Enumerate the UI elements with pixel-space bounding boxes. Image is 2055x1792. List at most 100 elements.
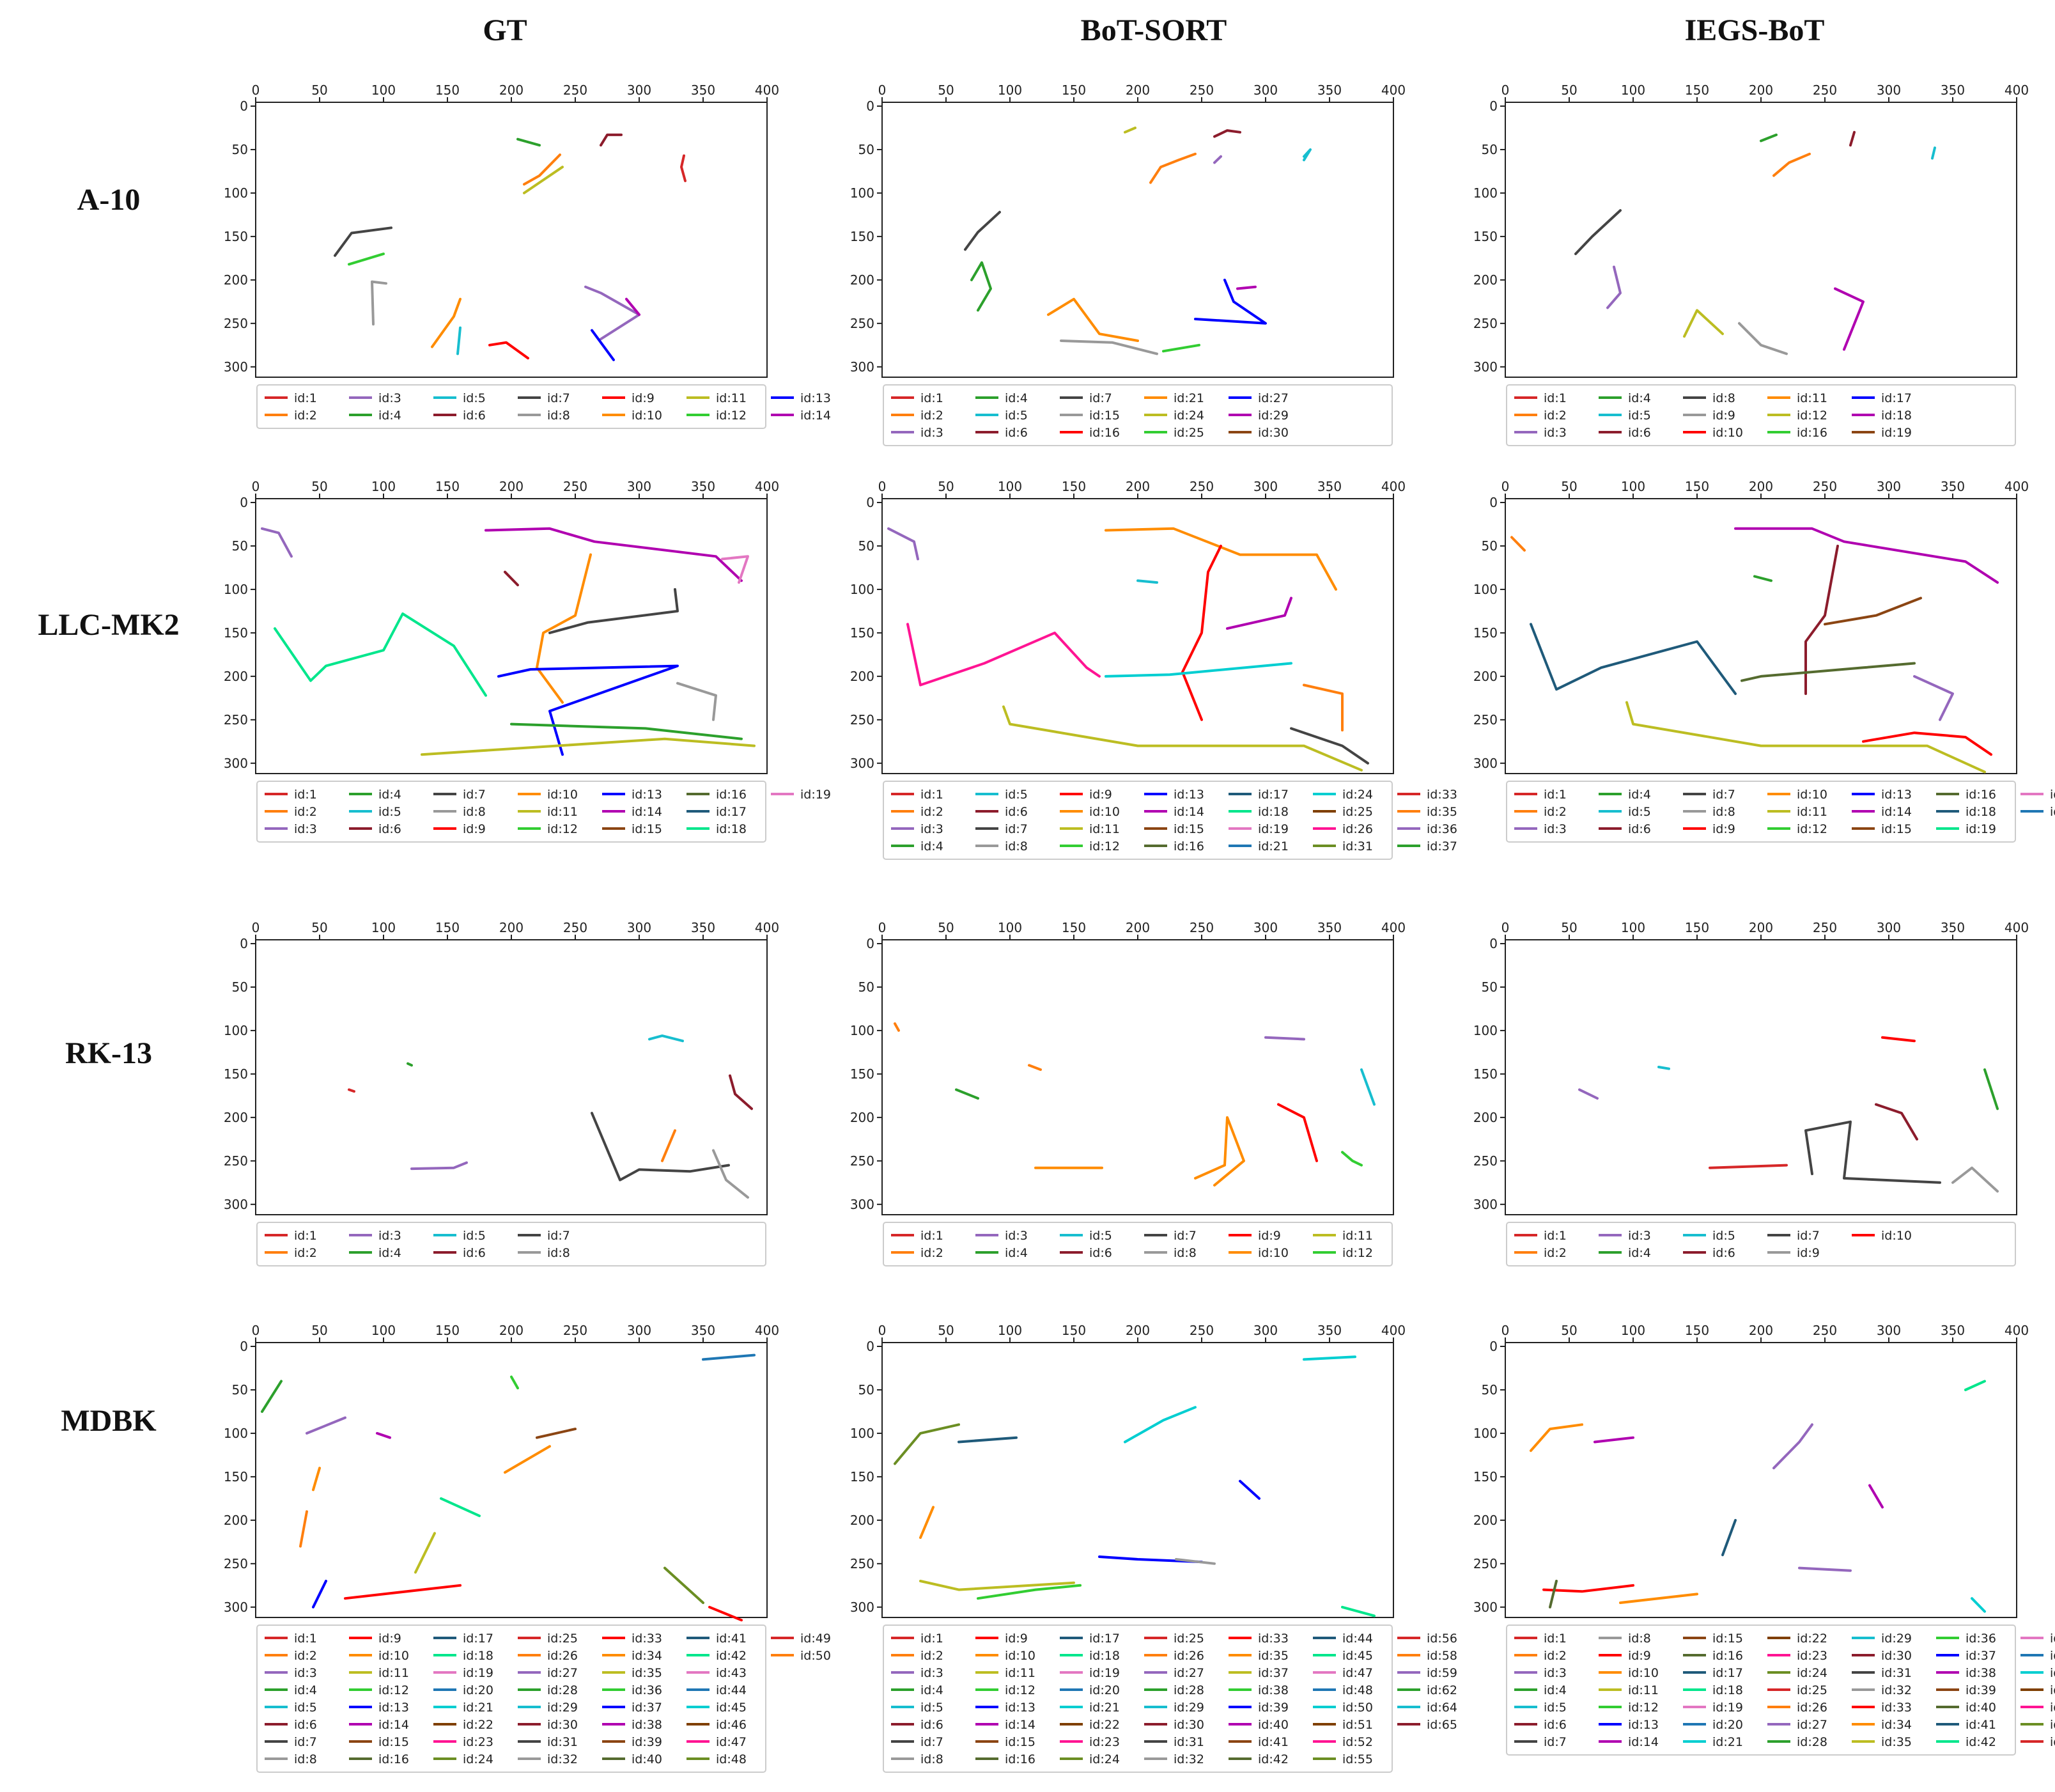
legend-label: id:16 xyxy=(1005,1752,1035,1766)
x-tick-label: 300 xyxy=(627,82,651,98)
x-tick-label: 200 xyxy=(499,479,523,494)
legend-label: id:55 xyxy=(1342,1752,1373,1766)
x-tick-label: 300 xyxy=(1253,920,1278,935)
legend-label: id:10 xyxy=(632,409,662,423)
x-tick-label: 400 xyxy=(2005,479,2029,494)
x-tick-label: 400 xyxy=(755,1323,779,1338)
legend-label: id:18 xyxy=(1881,409,1912,423)
legend-label: id:16 xyxy=(378,1752,409,1766)
trajectory-line xyxy=(1709,1164,1788,1169)
y-tick-label: 300 xyxy=(224,1197,248,1212)
legend-label: id:5 xyxy=(920,1701,943,1715)
legend-label: id:31 xyxy=(1342,839,1373,853)
legend-label: id:7 xyxy=(1174,1229,1197,1243)
y-tick-label: 0 xyxy=(1489,1339,1498,1354)
legend-label: id:6 xyxy=(1712,1246,1735,1260)
legend-label: id:8 xyxy=(294,1752,317,1766)
legend-label: id:22 xyxy=(2050,805,2055,819)
legend-label: id:24 xyxy=(1342,788,1373,802)
legend-label: id:2 xyxy=(1544,805,1567,819)
trajectory-line xyxy=(1913,674,1954,721)
y-tick-label: 50 xyxy=(1482,142,1498,157)
plot-frame xyxy=(1505,1342,2017,1618)
y-tick-label: 250 xyxy=(1473,1153,1498,1169)
legend-label: id:45 xyxy=(2050,1666,2055,1680)
legend-label: id:11 xyxy=(378,1666,409,1680)
x-tick-label: 150 xyxy=(1062,1323,1086,1338)
x-tick-label: 400 xyxy=(755,479,779,494)
x-tick-label: 50 xyxy=(311,82,327,98)
x-tick-label: 250 xyxy=(1190,479,1214,494)
x-tick-label: 50 xyxy=(1561,479,1577,494)
trajectory-line xyxy=(1606,265,1622,309)
x-tick-label: 250 xyxy=(1813,82,1837,98)
legend-label: id:4 xyxy=(920,839,943,853)
x-tick-label: 400 xyxy=(2005,920,2029,935)
x-tick-label: 250 xyxy=(1813,1323,1837,1338)
legend-label: id:50 xyxy=(1342,1701,1373,1715)
legend-label: id:18 xyxy=(1966,805,1996,819)
y-tick-label: 100 xyxy=(850,185,874,201)
x-tick-label: 50 xyxy=(311,920,327,935)
legend-label: id:8 xyxy=(1628,1632,1651,1646)
plot-frame xyxy=(255,102,768,378)
x-tick-label: 100 xyxy=(998,1323,1022,1338)
y-tick-label: 50 xyxy=(858,979,874,995)
legend-label: id:25 xyxy=(1797,1683,1827,1697)
legend-label: id:5 xyxy=(1628,805,1651,819)
x-tick-label: 150 xyxy=(435,82,460,98)
y-tick-label: 50 xyxy=(232,538,248,554)
legend-label: id:37 xyxy=(632,1701,662,1715)
legend-label: id:7 xyxy=(547,1229,570,1243)
trajectory-line xyxy=(516,137,541,147)
y-tick-label: 200 xyxy=(1473,669,1498,684)
legend-label: id:6 xyxy=(294,1718,317,1732)
x-tick-label: 350 xyxy=(1317,920,1342,935)
legend-label: id:28 xyxy=(547,1683,578,1697)
trajectory-line xyxy=(510,722,743,740)
legend-label: id:6 xyxy=(463,409,486,423)
legend-label: id:33 xyxy=(1427,788,1457,802)
legend-label: id:24 xyxy=(1174,409,1204,423)
legend-label: id:12 xyxy=(378,1683,409,1697)
legend-label: id:15 xyxy=(632,822,662,836)
y-tick-label: 250 xyxy=(1473,316,1498,331)
trajectory-line xyxy=(523,166,564,194)
legend-label: id:46 xyxy=(2050,1683,2055,1697)
x-tick-label: 350 xyxy=(1941,82,1965,98)
legend-label: id:9 xyxy=(1797,1246,1820,1260)
trajectory-line xyxy=(1951,1166,1999,1193)
y-tick-label: 50 xyxy=(858,1382,874,1398)
y-tick-label: 50 xyxy=(858,142,874,157)
legend-label: id:30 xyxy=(547,1718,578,1732)
legend-label: id:44 xyxy=(1342,1632,1373,1646)
plot-frame xyxy=(881,1342,1394,1618)
legend-label: id:24 xyxy=(1089,1752,1120,1766)
legend-label: id:27 xyxy=(1174,1666,1204,1680)
x-tick-label: 300 xyxy=(1253,479,1278,494)
y-tick-label: 300 xyxy=(850,1197,874,1212)
plot-frame xyxy=(1505,939,2017,1215)
trajectory-line xyxy=(1619,1593,1698,1604)
legend-label: id:22 xyxy=(463,1718,493,1732)
x-tick-label: 250 xyxy=(563,479,587,494)
legend-label: id:20 xyxy=(463,1683,493,1697)
legend-label: id:38 xyxy=(1966,1666,1996,1680)
x-tick-label: 0 xyxy=(252,1323,260,1338)
x-tick-label: 350 xyxy=(1941,1323,1965,1338)
legend-label: id:12 xyxy=(1797,822,1827,836)
plot-frame xyxy=(255,939,768,1215)
y-tick-label: 200 xyxy=(1473,1513,1498,1528)
legend-label: id:26 xyxy=(1342,822,1373,836)
y-tick-label: 200 xyxy=(224,1110,248,1125)
trajectory-line xyxy=(919,1506,934,1539)
legend-label: id:2 xyxy=(1544,1649,1567,1663)
legend-label: id:10 xyxy=(1258,1246,1289,1260)
legend-label: id:4 xyxy=(1628,391,1651,405)
trajectory-panel: 0 50 100 150 200 250 300 350 400 0 50 100 150 200 250 3… xyxy=(1473,479,2055,843)
trajectory-line xyxy=(1264,1036,1305,1041)
trajectory-line xyxy=(1849,130,1856,147)
legend-label: id:25 xyxy=(1174,1632,1204,1646)
trajectory-line xyxy=(1360,1068,1376,1106)
legend-label: id:3 xyxy=(1005,1229,1028,1243)
